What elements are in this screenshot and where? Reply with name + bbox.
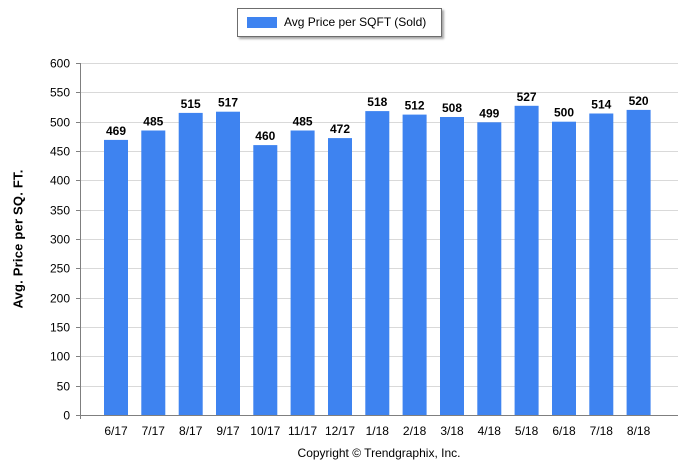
x-tick-labels: 6/17 7/17 8/17 9/17 10/17 11/17 12/17 1/18 2/18 3… (104, 424, 650, 438)
y-tick-label: 0 (63, 409, 70, 423)
bar (440, 117, 464, 415)
x-tick-label: 5/18 (515, 424, 539, 438)
x-tick-label: 8/18 (627, 424, 651, 438)
x-tick-label: 4/18 (478, 424, 502, 438)
x-tick-label: 7/17 (142, 424, 166, 438)
bar (626, 109, 651, 416)
bar (290, 130, 315, 415)
data-label: 499 (479, 106, 499, 120)
bar (589, 113, 614, 415)
x-tick-label: 3/18 (440, 424, 464, 438)
x-tick-label: 2/18 (403, 424, 427, 438)
y-tick-label: 100 (50, 350, 70, 364)
legend-swatch (247, 17, 277, 28)
y-tick-labels: 0 50 100 150 200 250 300 350 400 450 500 550 600 (50, 57, 70, 423)
bar (178, 112, 203, 416)
data-label: 514 (591, 98, 611, 112)
bars (104, 105, 651, 416)
y-tick-label: 350 (50, 204, 70, 218)
copyright-text: Copyright © Trendgraphix, Inc. (297, 446, 461, 460)
y-tick-label: 250 (50, 262, 70, 276)
data-label: 527 (517, 90, 537, 104)
axes (76, 63, 678, 419)
bar (365, 111, 390, 415)
bar (402, 114, 427, 415)
data-label: 485 (143, 115, 163, 129)
bar (514, 105, 539, 416)
x-tick-label: 1/18 (366, 424, 390, 438)
legend: Avg Price per SQFT (Sold) (237, 8, 442, 37)
data-label: 500 (554, 106, 574, 120)
x-tick-label: 10/17 (250, 424, 280, 438)
y-tick-label: 550 (50, 86, 70, 100)
y-tick-label: 300 (50, 233, 70, 247)
data-label: 460 (255, 129, 275, 143)
x-tick-label: 6/17 (104, 424, 128, 438)
y-tick-label: 200 (50, 292, 70, 306)
bar (253, 145, 278, 415)
data-label: 485 (293, 115, 313, 129)
bar (104, 139, 128, 415)
y-tick-label: 600 (50, 57, 70, 71)
data-labels: 469 485 515 517 460 485 472 518 512 508 499 527 500 5… (106, 90, 649, 143)
data-label: 520 (629, 94, 649, 108)
x-tick-label: 12/17 (325, 424, 355, 438)
y-axis-label: Avg. Price per SQ. FT. (10, 169, 26, 309)
y-tick-label: 500 (50, 116, 70, 130)
data-label: 512 (405, 99, 425, 113)
data-label: 518 (367, 95, 387, 109)
data-label: 517 (218, 96, 238, 110)
y-tick-label: 50 (57, 380, 71, 394)
legend-label: Avg Price per SQFT (Sold) (284, 15, 427, 29)
x-tick-label: 9/17 (216, 424, 240, 438)
x-tick-label: 7/18 (590, 424, 614, 438)
x-tick-label: 6/18 (552, 424, 576, 438)
bar (216, 111, 240, 415)
data-label: 472 (330, 122, 350, 136)
bar (477, 122, 502, 416)
y-tick-label: 450 (50, 145, 70, 159)
data-label: 508 (442, 101, 462, 115)
data-label: 515 (181, 97, 201, 111)
bar (141, 130, 166, 415)
x-tick-label: 11/17 (288, 424, 317, 438)
y-tick-label: 150 (50, 321, 70, 335)
bar (328, 138, 352, 415)
x-tick-label: 8/17 (179, 424, 203, 438)
data-label: 469 (106, 124, 126, 138)
bar (552, 121, 576, 415)
y-tick-label: 400 (50, 174, 70, 188)
